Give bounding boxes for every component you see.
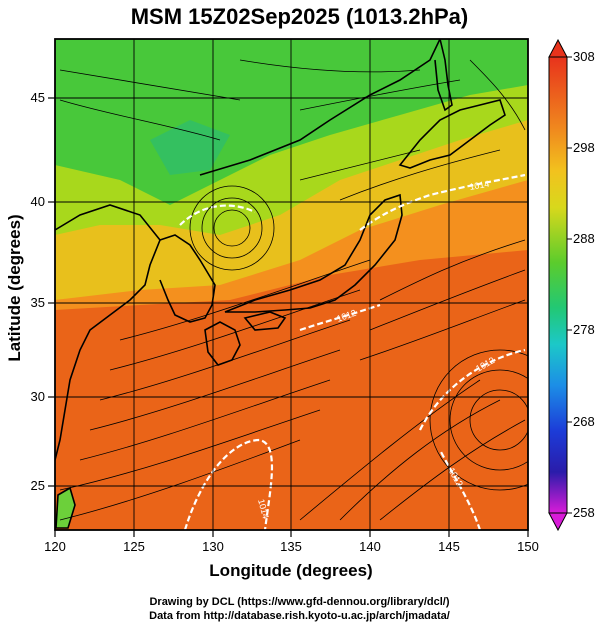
colorbar-label: 268	[573, 414, 595, 429]
streamline	[469, 59, 526, 131]
streamline	[339, 149, 501, 201]
streamline	[59, 69, 241, 101]
x-tick-label: 140	[359, 539, 381, 554]
shikoku-coast	[243, 311, 287, 331]
streamline	[339, 399, 501, 521]
coastlines	[55, 39, 506, 529]
streamline	[379, 239, 526, 301]
streamline	[369, 269, 526, 331]
streamline	[119, 259, 371, 341]
x-tick-label: 145	[438, 539, 460, 554]
colorbar-label: 298	[573, 140, 595, 155]
warm-sea-region	[55, 230, 528, 530]
x-tick-label: 120	[44, 539, 66, 554]
vortex-ring	[189, 185, 275, 271]
kyushu-coast	[204, 321, 241, 366]
streamline	[99, 319, 351, 401]
lime-band	[55, 80, 528, 235]
y-tick-labels: 45 40 35 30 25	[31, 90, 45, 493]
x-tick-labels: 120 125 130 135 140 145 150	[44, 539, 539, 554]
credit-drawing: Drawing by DCL (https://www.gfd-dennou.o…	[149, 596, 450, 608]
x-axis-title: Longitude (degrees)	[209, 561, 372, 580]
taiwan-coast	[55, 486, 76, 529]
contour-line	[183, 438, 274, 530]
y-tick-label: 45	[31, 90, 45, 105]
china-coast	[55, 204, 161, 461]
map-title: MSM 15Z02Sep2025 (1013.2hPa)	[130, 4, 469, 29]
contour-line	[419, 348, 526, 431]
streamline	[299, 79, 461, 111]
streamline	[239, 59, 421, 73]
y-axis-title: Latitude (degrees)	[5, 214, 24, 361]
vortex-ring	[449, 369, 528, 471]
vortex-ring	[469, 389, 528, 451]
korea-coast	[159, 234, 216, 323]
streamlines	[59, 59, 528, 521]
russia-coast	[199, 39, 441, 176]
tick-marks	[48, 97, 529, 537]
lat-lon-grid	[55, 39, 528, 530]
colorbar: 308 298 288 278 268 258	[548, 38, 595, 532]
colorbar-bottom-arrow	[548, 512, 568, 532]
colorbar-label: 308	[573, 49, 595, 64]
vortex-ring	[213, 209, 251, 247]
colorbar-gradient	[548, 56, 568, 514]
hokkaido-coast	[398, 99, 506, 169]
streamline	[109, 289, 361, 371]
x-tick-label: 135	[280, 539, 302, 554]
cool-highlands	[150, 120, 230, 175]
colorbar-label: 288	[573, 231, 595, 246]
y-tick-label: 40	[31, 194, 45, 209]
colorbar-top-arrow	[548, 38, 568, 58]
map-figure: 1014 1012 1012 1012 1014 120 125	[5, 38, 595, 580]
streamline	[79, 379, 331, 461]
vortex-ring	[201, 197, 263, 259]
colorbar-label: 278	[573, 322, 595, 337]
vortex-ring	[429, 349, 528, 491]
x-tick-label: 130	[202, 539, 224, 554]
contour-line	[359, 173, 526, 231]
y-tick-label: 30	[31, 389, 45, 404]
streamline	[299, 149, 421, 181]
y-tick-label: 25	[31, 478, 45, 493]
y-tick-label: 35	[31, 295, 45, 310]
streamline	[379, 419, 526, 521]
x-tick-label: 150	[517, 539, 539, 554]
contour-label: 1014	[469, 179, 490, 192]
streamline	[89, 349, 341, 431]
streamline	[359, 299, 526, 361]
streamline	[59, 99, 221, 141]
credit-data: Data from http://database.rish.kyoto-u.a…	[149, 610, 450, 622]
colorbar-label: 258	[573, 505, 595, 520]
pressure-contours	[179, 173, 526, 530]
contour-line	[299, 303, 381, 332]
streamline	[59, 409, 321, 491]
x-tick-label: 125	[123, 539, 145, 554]
temperature-field	[55, 39, 528, 530]
contour-line	[179, 204, 256, 226]
sakhalin-coast	[434, 39, 453, 112]
streamline	[299, 379, 481, 521]
